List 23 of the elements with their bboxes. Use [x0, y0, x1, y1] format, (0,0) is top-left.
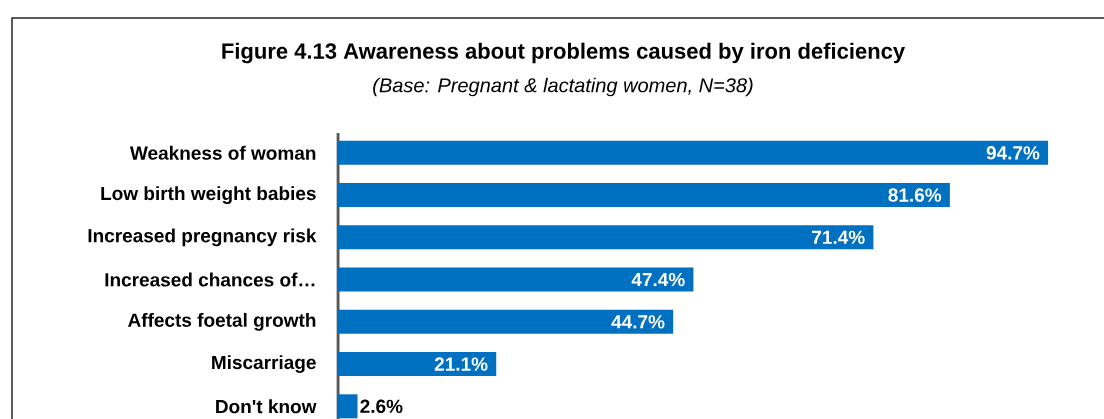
y-tick-label: Don't know — [216, 399, 317, 414]
data-label: 44.7% — [611, 315, 665, 329]
data-label: 71.4% — [812, 230, 865, 245]
y-tick-label: Low birth weight babies — [101, 186, 316, 204]
data-label: 81.6% — [888, 188, 942, 202]
chart-title: Figure 4.13 Awareness about problems caused by iron deficiency — [222, 42, 905, 64]
bar — [338, 140, 1049, 165]
y-tick-label: Miscarriage — [212, 355, 316, 373]
y-tick-label: Affects foetal growth — [127, 312, 316, 331]
data-label: 2.6% — [360, 399, 403, 414]
bar — [338, 309, 674, 334]
chart-subtitle: (Base: Pregnant & lactating women, N=38) — [373, 77, 753, 97]
bar — [338, 183, 950, 208]
data-label: 21.1% — [434, 357, 488, 371]
y-tick-label: Increased pregnancy risk — [88, 228, 317, 247]
data-label: 94.7% — [986, 146, 1040, 160]
y-tick-label: Increased chances of… — [105, 272, 315, 287]
bar — [338, 394, 358, 419]
bar — [338, 352, 497, 377]
data-label: 47.4% — [631, 272, 685, 287]
y-tick-label: Weakness of woman — [129, 145, 316, 160]
bar — [338, 267, 694, 292]
bar — [338, 225, 874, 250]
